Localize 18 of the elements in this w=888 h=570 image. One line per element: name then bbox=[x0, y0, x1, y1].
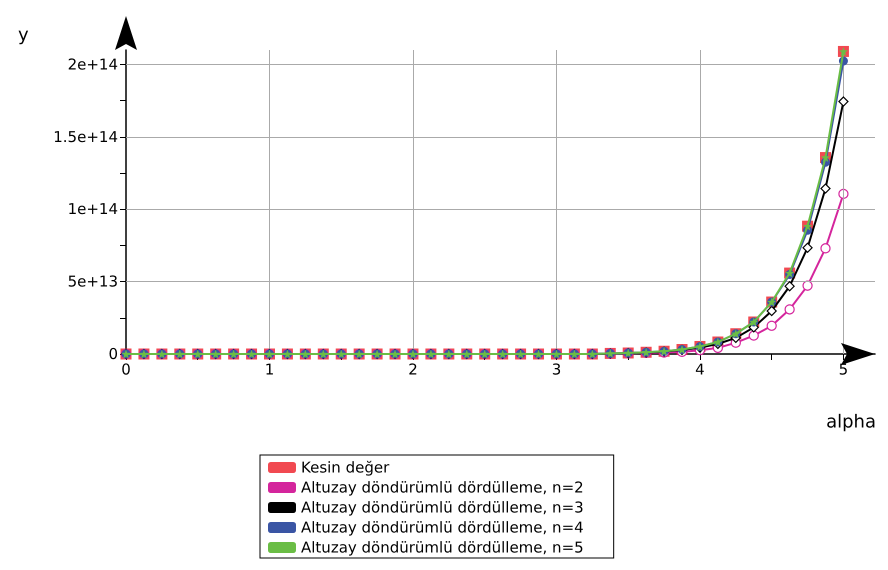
x-tick-label: 5 bbox=[838, 360, 848, 378]
legend-label: Altuzay döndürümlü dördülleme, n=3 bbox=[301, 498, 584, 516]
legend-label: Kesin değer bbox=[301, 458, 390, 476]
y-tick-label: 0 bbox=[108, 345, 118, 363]
y-tick-label: 2e+14 bbox=[68, 55, 118, 74]
legend-label: Altuzay döndürümlü dördülleme, n=2 bbox=[301, 478, 584, 496]
legend-label: Altuzay döndürümlü dördülleme, n=4 bbox=[301, 518, 584, 536]
x-tick-label: 1 bbox=[264, 360, 274, 378]
y-tick-label: 1.5e+14 bbox=[53, 128, 118, 146]
x-axis-title: alpha bbox=[826, 412, 876, 432]
y-tick-label: 1e+14 bbox=[68, 200, 118, 218]
x-tick-label: 3 bbox=[552, 360, 562, 378]
y-axis-title: y bbox=[18, 24, 29, 46]
x-tick-label: 4 bbox=[695, 360, 705, 378]
x-tick-label: 2 bbox=[408, 360, 418, 378]
x-tick-label: 0 bbox=[121, 360, 131, 378]
legend-label: Altuzay döndürümlü dördülleme, n=5 bbox=[301, 538, 584, 556]
y-tick-label: 5e+13 bbox=[68, 272, 118, 291]
